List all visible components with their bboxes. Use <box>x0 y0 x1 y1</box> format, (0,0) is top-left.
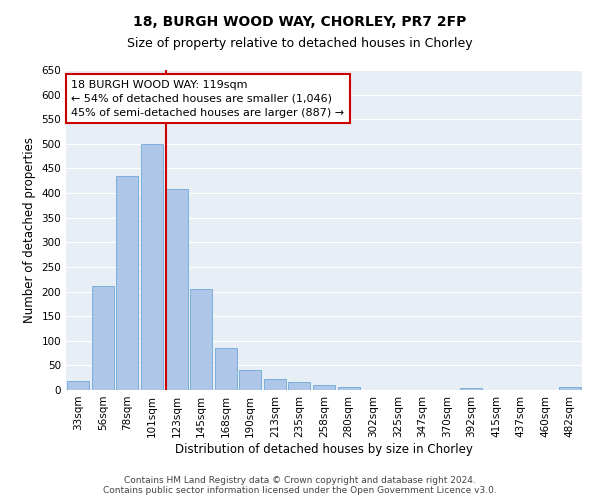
Bar <box>166 189 188 390</box>
Text: 18, BURGH WOOD WAY, CHORLEY, PR7 2FP: 18, BURGH WOOD WAY, CHORLEY, PR7 2FP <box>133 15 467 29</box>
Bar <box>289 382 310 390</box>
Bar <box>92 286 114 390</box>
Bar <box>190 289 212 390</box>
Bar <box>141 144 163 390</box>
Text: Size of property relative to detached houses in Chorley: Size of property relative to detached ho… <box>127 38 473 51</box>
Text: 18 BURGH WOOD WAY: 119sqm
← 54% of detached houses are smaller (1,046)
45% of se: 18 BURGH WOOD WAY: 119sqm ← 54% of detac… <box>71 80 344 118</box>
Bar <box>338 386 359 390</box>
Y-axis label: Number of detached properties: Number of detached properties <box>23 137 36 323</box>
Bar <box>215 348 237 390</box>
X-axis label: Distribution of detached houses by size in Chorley: Distribution of detached houses by size … <box>175 442 473 456</box>
Bar <box>313 385 335 390</box>
Bar <box>239 370 262 390</box>
Text: Contains HM Land Registry data © Crown copyright and database right 2024.
Contai: Contains HM Land Registry data © Crown c… <box>103 476 497 495</box>
Bar <box>116 176 139 390</box>
Bar <box>559 386 581 390</box>
Bar <box>460 388 482 390</box>
Bar <box>264 379 286 390</box>
Bar <box>67 381 89 390</box>
